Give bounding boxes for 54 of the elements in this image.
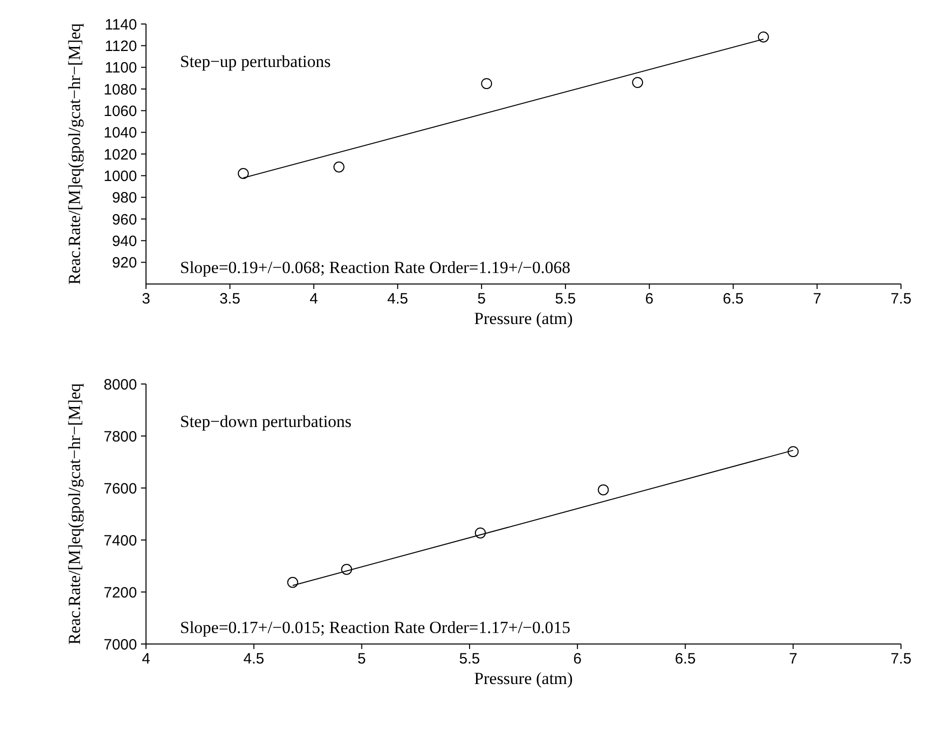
y-axis-title: Reac.Rate/[M]eq(gpol/gcat−hr−[M]eq [65, 22, 84, 285]
x-tick-label: 4.5 [387, 290, 408, 308]
point [788, 446, 799, 458]
y-tick-label: 7800 [104, 428, 137, 446]
x-tick-label: 5.5 [459, 650, 480, 668]
point [758, 32, 769, 42]
point [481, 78, 492, 90]
y-tick-label: 980 [112, 190, 137, 207]
y-tick-label: 1020 [104, 146, 137, 164]
annotation: Step−down perturbations [180, 412, 352, 432]
annotation: Slope=0.17+/−0.015; Reaction Rate Order=1.17+/−0.015 [180, 618, 570, 638]
x-tick-label: 4 [142, 650, 150, 668]
x-tick-label: 7.5 [890, 650, 912, 668]
x-tick-label: 6.5 [722, 290, 744, 308]
point [474, 527, 486, 538]
y-tick-label: 1140 [104, 16, 137, 34]
x-axis-title: Pressure (atm) [474, 309, 573, 328]
y-tick-label: 960 [112, 211, 137, 228]
x-tick-label: 6 [573, 650, 582, 668]
x-tick-label: 3 [142, 290, 150, 308]
x-tick-label: 5 [477, 290, 486, 308]
y-tick-label: 1000 [104, 168, 137, 185]
point [632, 77, 644, 88]
y-tick-label: 1100 [104, 60, 137, 77]
y-tick-label: 920 [112, 254, 137, 272]
y-tick-label: 7400 [104, 532, 137, 550]
annotation: Step−up perturbations [180, 52, 331, 72]
y-tick-label: 1060 [104, 102, 137, 120]
y-tick-label: 7200 [104, 584, 137, 602]
y-axis-title: Reac.Rate/[M]eq(gpol/gcat−hr−[M]eq [65, 382, 84, 645]
x-tick-label: 6.5 [674, 650, 696, 668]
x-tick-label: 5 [358, 650, 366, 668]
annotation: Slope=0.19+/−0.068; Reaction Rate Order=1.19+/−0.068 [180, 258, 570, 278]
x-tick-label: 7.5 [890, 290, 912, 308]
point [598, 484, 609, 496]
x-tick-label: 3.5 [219, 290, 240, 308]
point [287, 576, 298, 588]
point [238, 168, 249, 179]
y-tick-label: 7000 [104, 636, 137, 654]
y-tick-label: 940 [112, 232, 137, 250]
x-tick-label: 4 [310, 290, 318, 308]
y-tick-label: 7600 [104, 480, 137, 498]
y-tick-label: 8000 [104, 376, 137, 394]
x-tick-label: 4.5 [243, 650, 264, 668]
point [341, 564, 352, 575]
x-tick-label: 7 [788, 650, 798, 668]
x-tick-label: 6 [645, 290, 654, 308]
y-tick-label: 1080 [104, 81, 137, 98]
x-axis-title: Pressure (atm) [474, 669, 573, 688]
y-tick-label: 1120 [104, 38, 137, 55]
x-tick-label: 7 [812, 290, 822, 308]
point [333, 162, 344, 172]
x-tick-label: 5.5 [555, 290, 576, 308]
y-tick-label: 1040 [104, 124, 137, 142]
